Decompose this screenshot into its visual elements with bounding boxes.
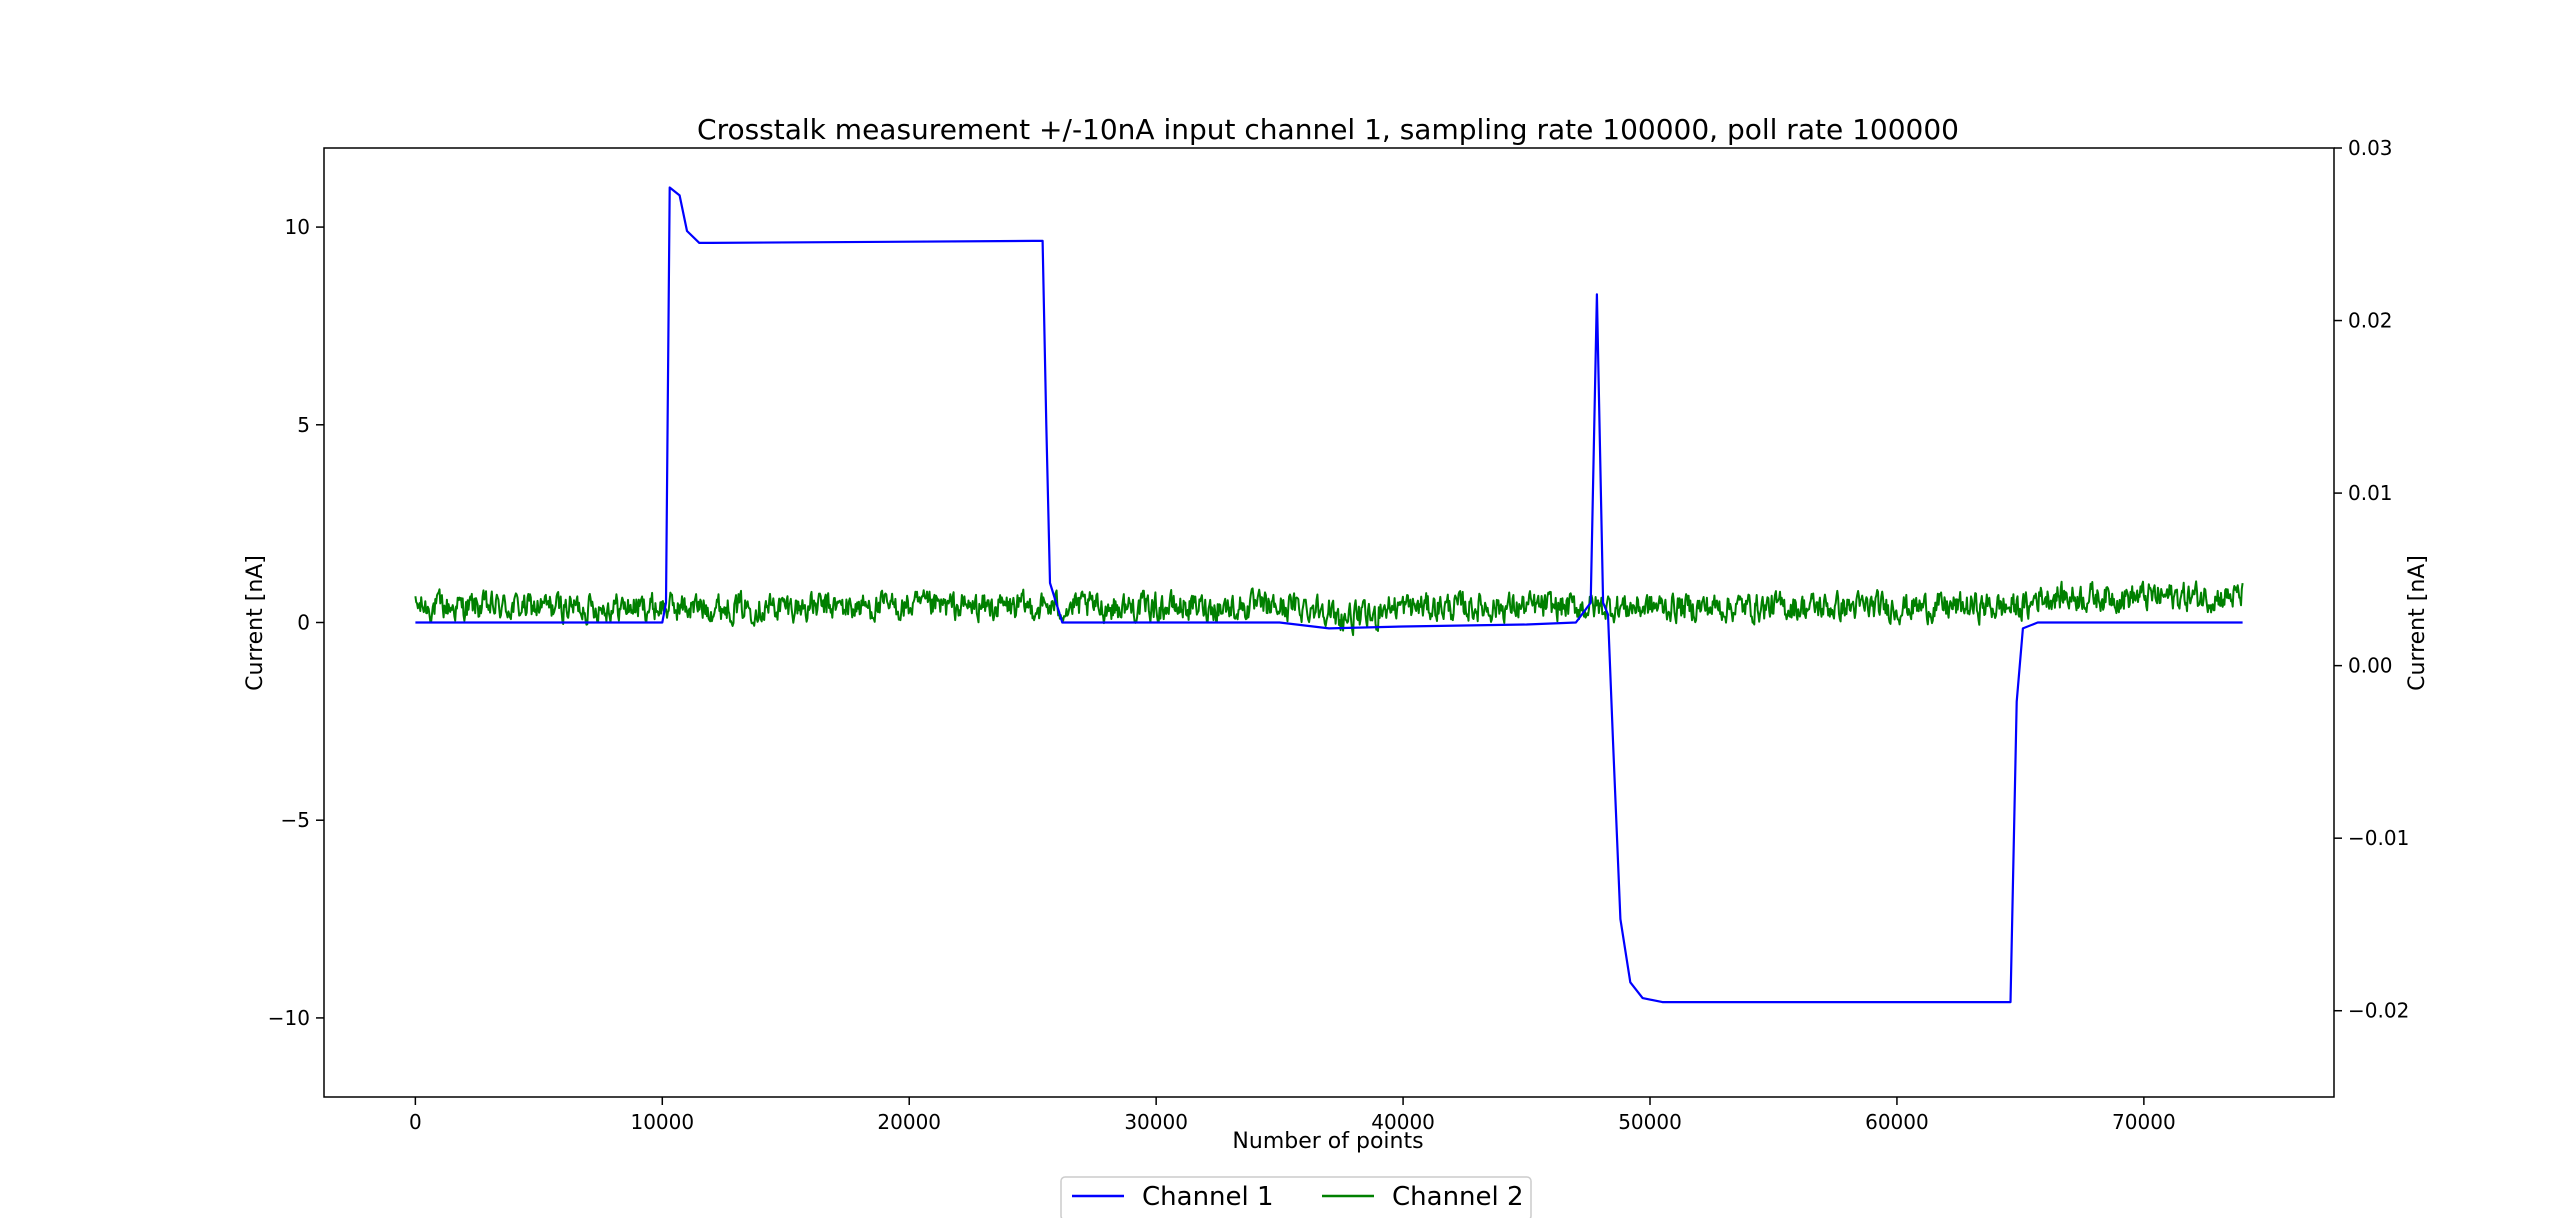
y-tick-label-left: 5 (297, 413, 310, 437)
y-tick-label-right: 0.00 (2348, 654, 2393, 678)
y-axis-right: −0.02 −0.01 0.00 0.01 0.02 0.03 (2334, 136, 2409, 1023)
chart-title: Crosstalk measurement +/-10nA input chan… (697, 113, 1959, 146)
x-tick-label: 30000 (1124, 1110, 1188, 1134)
y-tick-label-right: 0.02 (2348, 309, 2393, 333)
x-tick-label: 0 (409, 1110, 422, 1134)
x-tick-label: 10000 (630, 1110, 694, 1134)
y-tick-label-left: 10 (285, 215, 310, 239)
y-axis-left: −10 −5 0 5 10 (268, 215, 324, 1030)
series-line-channel-1 (415, 186, 2243, 1004)
x-tick-label: 40000 (1371, 1110, 1435, 1134)
series-layer (414, 186, 2244, 1004)
y-tick-label-left: −5 (281, 808, 310, 832)
y-tick-label-right: 0.03 (2348, 136, 2393, 160)
legend-label-channel-1: Channel 1 (1142, 1182, 1274, 1212)
legend-label-channel-2: Channel 2 (1392, 1182, 1524, 1212)
x-tick-label: 60000 (1865, 1110, 1929, 1134)
y-tick-label-left: 0 (297, 611, 310, 635)
y-tick-label-right: 0.01 (2348, 481, 2393, 505)
y-tick-label-left: −10 (268, 1006, 310, 1030)
x-tick-label: 20000 (877, 1110, 941, 1134)
x-axis-label: Number of points (1232, 1129, 1423, 1154)
y-tick-label-right: −0.02 (2348, 999, 2409, 1023)
y-axis-label-right: Current [nA] (2405, 555, 2430, 691)
y-axis-label-left: Current [nA] (243, 555, 268, 691)
x-tick-label: 70000 (2112, 1110, 2176, 1134)
legend: Channel 1 Channel 2 (1060, 1176, 1532, 1218)
x-tick-label: 50000 (1618, 1110, 1682, 1134)
series-line-channel-2 (414, 580, 2244, 637)
legend-box (1060, 1176, 1532, 1218)
x-axis: 0 10000 20000 30000 40000 50000 60000 70000 (409, 1097, 2176, 1134)
y-tick-label-right: −0.01 (2348, 826, 2409, 850)
